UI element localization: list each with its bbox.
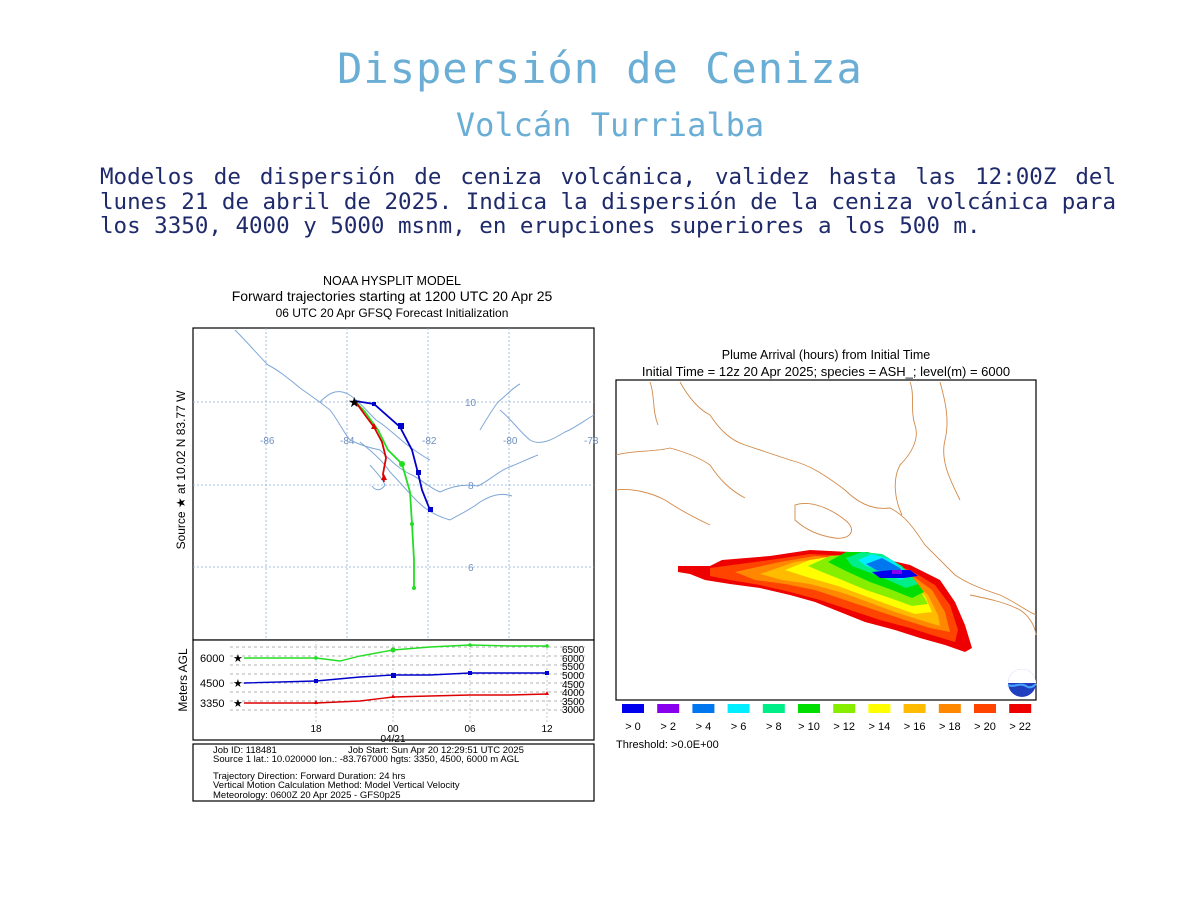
level-star-icons: ★ ★ ★ (233, 653, 243, 710)
map-graticule (193, 328, 594, 640)
lat-label: 8 (468, 481, 474, 492)
lat-label: 6 (468, 563, 474, 574)
legend-swatch (974, 704, 996, 713)
page-subtitle: Volcán Turrialba (455, 106, 765, 144)
job-info-box (192, 743, 595, 802)
plume-panel: Plume Arrival (hours) from Initial Time … (610, 340, 1050, 760)
legend-label: > 18 (939, 721, 961, 733)
coastline (234, 329, 595, 521)
height-tick: 4000 (562, 688, 585, 699)
legend-swatch (833, 704, 856, 713)
level-label: 4500 (200, 678, 224, 690)
hysplit-panel: NOAA HYSPLIT MODEL Forward trajectories … (160, 270, 600, 810)
legend-label: > 4 (696, 721, 712, 733)
height-tick: 4500 (562, 680, 585, 691)
time-tick: 06 (464, 724, 476, 735)
legend-label: > 0 (625, 721, 641, 733)
height-gridlines (230, 646, 585, 711)
svg-text:★: ★ (233, 653, 243, 665)
lat-labels: 10 8 6 (465, 398, 477, 574)
legend-label: > 8 (766, 721, 782, 733)
legend-label: > 10 (798, 721, 820, 733)
legend-swatch (798, 704, 820, 713)
trajectory-markers (371, 402, 433, 590)
legend-swatch (692, 704, 715, 713)
lon-label: -78 (584, 436, 599, 447)
time-tick: 12 (541, 724, 553, 735)
trajectory-3350-height (244, 693, 548, 704)
info-job-start: Job Start: Sun Apr 20 12:29:51 UTC 2025 (348, 745, 524, 756)
trajectory-4500-height (243, 672, 547, 684)
lon-labels: -86 -84 -82 -80 -78 (260, 436, 599, 447)
level-label: 6000 (200, 653, 224, 665)
plume-figure: Plume Arrival (hours) from Initial Time … (615, 348, 1037, 751)
info-source: Source 1 lat.: 10.020000 lon.: -83.76700… (213, 754, 519, 765)
legend-swatch (1009, 704, 1032, 713)
legend-label: > 12 (833, 721, 855, 733)
noaa-logo (1007, 669, 1037, 697)
hysplit-title-3: 06 UTC 20 Apr GFSQ Forecast Initializati… (276, 306, 509, 320)
legend-swatch (727, 704, 750, 713)
height-tick: 3000 (562, 705, 585, 716)
legend-swatch (762, 704, 785, 713)
info-direction: Trajectory Direction: Forward Duration: … (213, 771, 406, 782)
lon-label: -84 (340, 436, 355, 447)
height-tick: 5500 (562, 662, 585, 673)
ash-plume (678, 550, 972, 652)
height-panel-frame (192, 639, 595, 741)
hysplit-title-1: NOAA HYSPLIT MODEL (323, 274, 461, 288)
time-tick: 00 (387, 724, 399, 735)
date-label: 04/21 (380, 734, 405, 745)
hysplit-figure: NOAA HYSPLIT MODEL Forward trajectories … (174, 274, 599, 802)
legend-swatch (657, 704, 680, 713)
level-label: 3350 (200, 698, 224, 710)
info-job-id: Job ID: 118481 (213, 745, 277, 756)
threshold-label: Threshold: >0.0E+00 (616, 739, 719, 751)
lon-label: -82 (422, 436, 437, 447)
legend-swatch (938, 704, 961, 713)
legend-label: > 22 (1009, 721, 1031, 733)
legend-label: > 14 (869, 721, 891, 733)
height-tick: 6500 (562, 645, 585, 656)
legend-swatch (622, 704, 644, 713)
hysplit-title-2: Forward trajectories starting at 1200 UT… (232, 288, 553, 304)
page-title: Dispersión de Ceniza (337, 44, 863, 93)
legend-label: > 2 (660, 721, 676, 733)
plume-title-1: Plume Arrival (hours) from Initial Time (722, 348, 930, 362)
lat-label: 10 (465, 398, 477, 409)
height-level-labels: 6000 4500 3350 (200, 653, 224, 710)
time-tick: 18 (310, 724, 322, 735)
svg-text:★: ★ (233, 678, 243, 690)
trajectory-3350-map (354, 400, 387, 483)
height-tick: 3500 (562, 697, 585, 708)
job-info-text: Job ID: 118481 Job Start: Sun Apr 20 12:… (213, 745, 524, 801)
legend-label: > 16 (904, 721, 926, 733)
height-tick-labels: 6500 6000 5500 5000 4500 4000 3500 3000 (562, 645, 585, 716)
lon-label: -86 (260, 436, 275, 447)
legend-label: > 6 (731, 721, 747, 733)
lon-label: -80 (503, 436, 518, 447)
legend-swatch (903, 704, 926, 713)
svg-text:★: ★ (233, 698, 243, 710)
plume-map-frame (615, 379, 1037, 701)
time-tick-labels: 18 00 06 12 04/21 (310, 724, 553, 745)
height-tick: 5000 (562, 671, 585, 682)
legend-label: > 20 (974, 721, 996, 733)
plume-band-2 (892, 570, 902, 574)
description-paragraph: Modelos de dispersión de ceniza volcánic… (100, 164, 1116, 239)
info-vertical-motion: Vertical Motion Calculation Method: Mode… (213, 780, 460, 791)
legend-swatch (868, 704, 891, 713)
source-location-label: Source ★ at 10.02 N 83.77 W (174, 390, 188, 550)
plume-coastline (615, 381, 1037, 636)
source-star-icon: ★ (348, 394, 361, 410)
trajectory-map-frame (192, 327, 595, 641)
height-markers (314, 643, 549, 704)
height-axis-label: Meters AGL (176, 648, 190, 712)
info-meteorology: Meteorology: 0600Z 20 Apr 2025 - GFS0p25 (213, 790, 400, 801)
height-tick: 6000 (562, 654, 585, 665)
plume-legend: > 0 > 2 > 4 > 6 > 8 > 10 > 12 > 14 > 16 > 18 > 20 >… (622, 704, 1032, 733)
plume-title-2: Initial Time = 12z 20 Apr 2025; species … (642, 364, 1010, 379)
